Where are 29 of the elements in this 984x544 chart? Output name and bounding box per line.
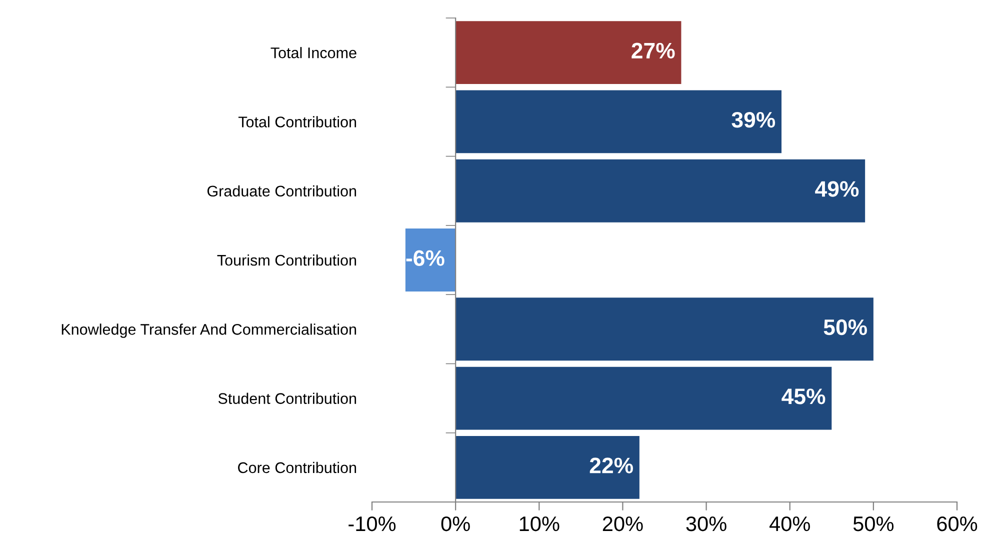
data-label: 27% xyxy=(632,42,675,58)
x-tick-label: -10% xyxy=(348,516,396,532)
x-tick-label: 50% xyxy=(853,516,894,532)
x-tick-label: 40% xyxy=(769,516,810,532)
bar xyxy=(456,298,874,361)
y-tick-label: Total Income xyxy=(270,47,356,58)
bar xyxy=(456,366,832,430)
data-label: -6% xyxy=(406,250,444,266)
data-label: 22% xyxy=(590,458,633,474)
y-tick-label: Student Contribution xyxy=(218,392,356,404)
data-label: 49% xyxy=(815,181,859,197)
x-tick-label: 20% xyxy=(602,516,643,532)
bar xyxy=(456,159,866,222)
x-tick-label: 30% xyxy=(686,516,726,532)
x-tick-label: 60% xyxy=(937,516,978,532)
y-tick-label: Core Contribution xyxy=(238,462,356,474)
data-label: 45% xyxy=(782,388,826,404)
y-tick-label: Tourism Contribution xyxy=(217,254,356,266)
x-tick-label: 10% xyxy=(520,516,560,532)
data-label: 39% xyxy=(732,112,776,128)
bar xyxy=(456,90,782,154)
y-tick-label: Knowledge Transfer And Commercialisation xyxy=(62,324,356,338)
bar xyxy=(405,228,456,292)
bar xyxy=(456,21,682,84)
data-label: 50% xyxy=(824,319,867,336)
y-tick-label: Graduate Contribution xyxy=(207,185,356,197)
y-tick-label: Total Contribution xyxy=(238,116,356,128)
bar xyxy=(456,436,640,499)
x-tick-label: 0% xyxy=(441,516,470,532)
